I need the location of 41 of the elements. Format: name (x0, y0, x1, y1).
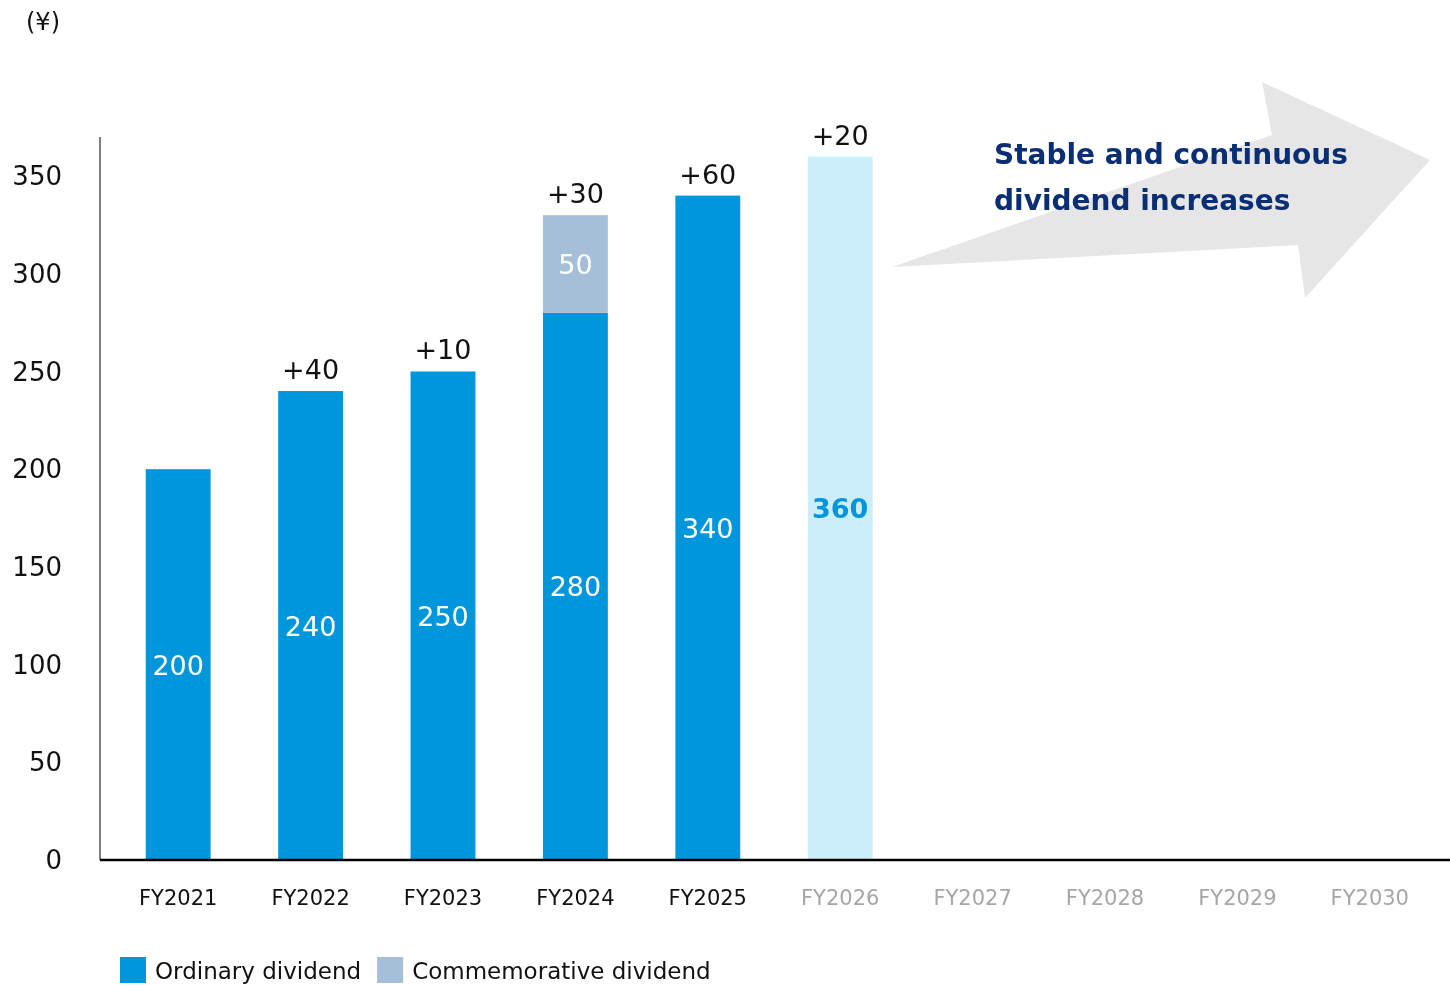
x-tick-label: FY2028 (1065, 886, 1145, 910)
x-tick-label: FY2026 (801, 886, 880, 910)
bar (410, 371, 476, 860)
data-label: 50 (558, 249, 593, 281)
y-tick-label: 200 (12, 454, 62, 485)
data-label: 280 (549, 571, 602, 603)
legend-label: Commemorative dividend (412, 958, 711, 984)
y-tick-label: 100 (12, 649, 62, 680)
annotation: +40 (282, 354, 340, 386)
y-tick-label: 300 (12, 258, 62, 289)
x-tick-label: FY2024 (536, 886, 615, 910)
y-tick-label: 150 (12, 551, 62, 582)
y-tick-label: 50 (28, 747, 62, 778)
data-label: 340 (682, 512, 734, 544)
x-tick-label: FY2025 (668, 886, 747, 910)
bar (675, 195, 741, 860)
bar (542, 215, 608, 313)
x-tick-label: FY2027 (933, 886, 1012, 910)
x-tick-label: FY2021 (139, 886, 218, 910)
data-label: 200 (152, 649, 204, 681)
legend-label: Ordinary dividend (155, 958, 362, 984)
x-tick-label: FY2022 (271, 886, 350, 910)
bar (542, 312, 608, 860)
data-label: 240 (284, 610, 337, 642)
annotation: +20 (811, 119, 869, 151)
x-tick-label: FY2029 (1198, 886, 1277, 910)
y-tick-label: 350 (12, 161, 62, 192)
bar (278, 391, 344, 860)
y-tick-label: 0 (45, 845, 62, 876)
y-axis-title: (¥) (26, 8, 60, 36)
annotation: +10 (414, 334, 472, 366)
x-tick-label: FY2030 (1330, 886, 1409, 910)
annotation: +30 (546, 178, 604, 210)
y-tick-label: 250 (12, 356, 62, 387)
bar (145, 469, 211, 860)
data-label: 360 (812, 493, 869, 525)
data-label: 250 (417, 600, 469, 632)
annotation: Stable and continuous dividend increases (994, 138, 1348, 217)
bar (807, 156, 873, 860)
annotation: +60 (679, 158, 737, 190)
x-tick-label: FY2023 (403, 886, 483, 910)
